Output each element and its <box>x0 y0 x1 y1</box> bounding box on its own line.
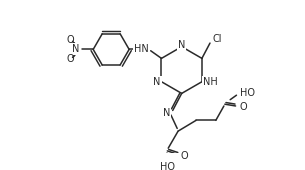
Text: N: N <box>153 77 160 87</box>
Text: O: O <box>181 151 188 161</box>
Text: N: N <box>178 40 185 50</box>
Text: HO: HO <box>240 88 255 98</box>
Text: O: O <box>67 54 74 64</box>
Text: O: O <box>239 102 247 112</box>
Text: HO: HO <box>160 162 175 170</box>
Text: HN: HN <box>134 44 149 54</box>
Text: N: N <box>72 44 80 54</box>
Text: O: O <box>67 35 74 45</box>
Text: N: N <box>163 108 170 118</box>
Text: Cl: Cl <box>213 35 222 45</box>
Text: NH: NH <box>203 77 217 87</box>
